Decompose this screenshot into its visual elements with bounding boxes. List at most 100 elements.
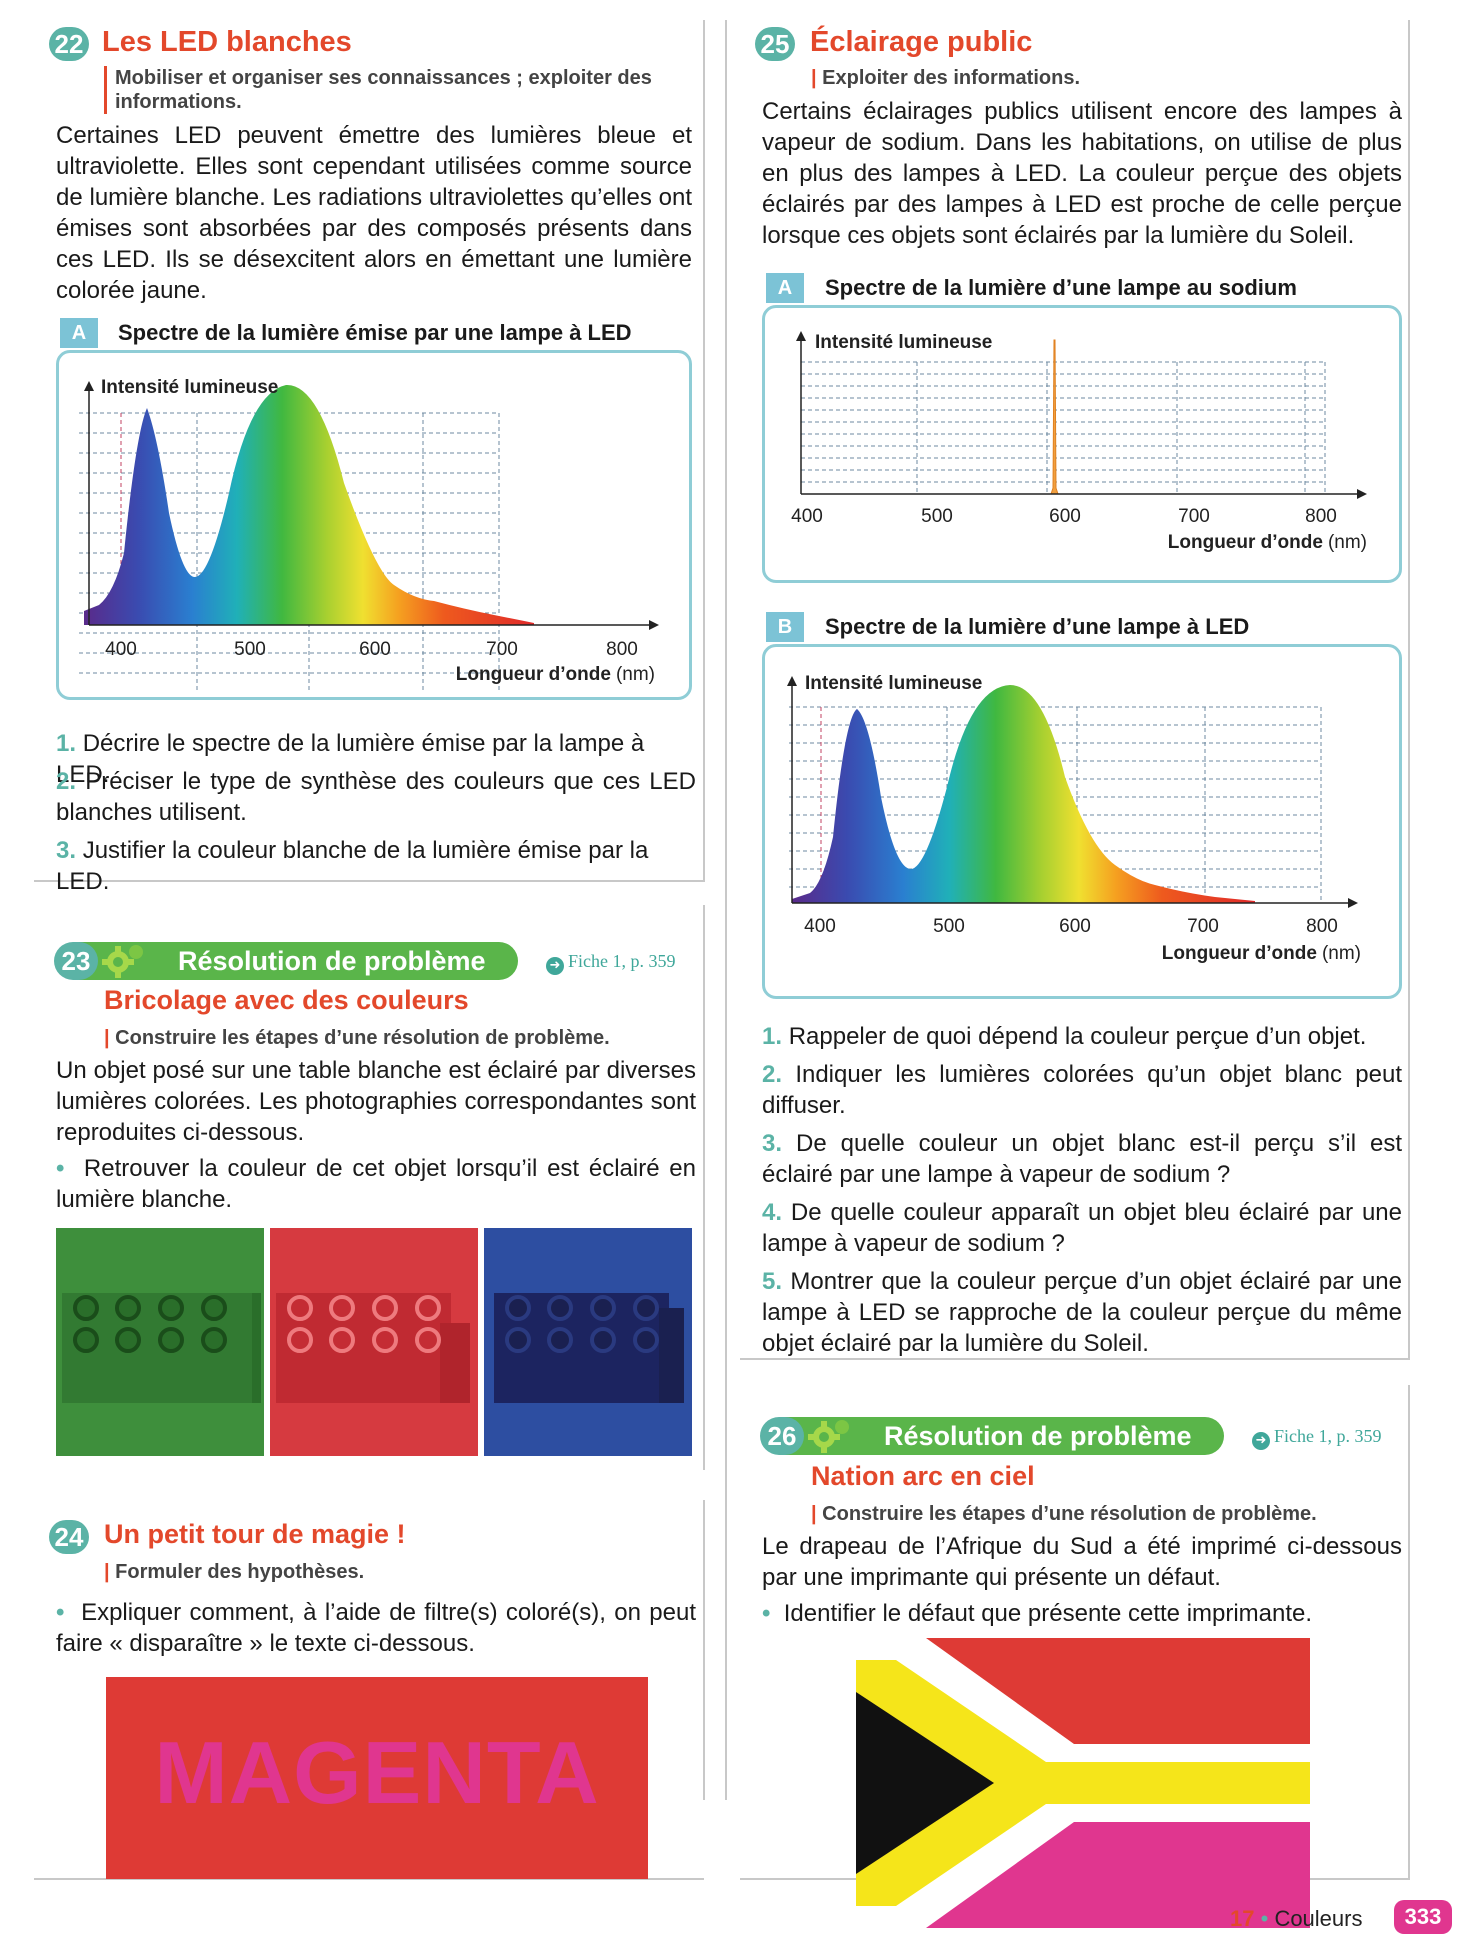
ex26-number: 26 — [760, 1417, 804, 1455]
ex26-fiche-link[interactable]: ➜ Fiche 1, p. 359 — [1252, 1426, 1382, 1450]
ex25-led-y-label: Intensité lumineuse — [805, 673, 982, 694]
ex23-bullet: • Retrouver la couleur de cet objet lors… — [56, 1153, 696, 1215]
ex26-bullet-text: Identifier le défaut que présente cette … — [783, 1600, 1313, 1627]
ex25-q3-text: De quelle couleur un objet blanc est-il … — [762, 1130, 1403, 1188]
ex23-right-rule — [703, 905, 705, 1470]
ex25-q5-num: 5. — [762, 1268, 783, 1295]
ex25-question-4: 4. De quelle couleur apparaît un objet b… — [762, 1197, 1402, 1259]
ex23-skill: | Construire les étapes d’une résolution… — [104, 1027, 610, 1049]
ex22-intro: Certaines LED peuvent émettre des lumièr… — [56, 122, 692, 304]
ex25-sodium-grid — [801, 361, 1326, 492]
ex25-sodium-tick-500: 500 — [921, 506, 953, 527]
column-separator-right-top — [1408, 20, 1410, 1360]
column-separator-left-top — [703, 20, 705, 882]
ex25-led-tick-400: 400 — [804, 916, 836, 937]
ex26-title: Nation arc en ciel — [811, 1461, 1035, 1491]
ex25-question-3: 3. De quelle couleur un objet blanc est-… — [762, 1128, 1402, 1190]
ex26-right-rule — [1408, 1385, 1410, 1880]
ex25-led-x-label: Longueur d’onde (nm) — [1162, 943, 1361, 964]
ex25-bottom-rule — [740, 1358, 1410, 1360]
ex22-spectrum-box: Intensité lumineuse 400 500 600 700 800 … — [56, 350, 692, 700]
ex25-q2-text: Indiquer les lumières colorées qu’un obj… — [762, 1061, 1403, 1119]
ex22-question-1: 1. Décrire le spectre de la lumière émis… — [56, 728, 696, 790]
ex25-led-tick-800: 800 — [1306, 916, 1338, 937]
ex25-docA-label: A — [766, 273, 804, 303]
ex22-tick-600: 600 — [359, 639, 391, 660]
gear-icon — [98, 936, 148, 986]
ex22-number: 22 — [49, 27, 89, 61]
ex25-sodium-x-label: Longueur d’onde (nm) — [1168, 532, 1367, 553]
ex22-y-label: Intensité lumineuse — [101, 377, 278, 398]
ex23-number: 23 — [54, 942, 98, 980]
ex25-sodium-tick-800: 800 — [1305, 506, 1337, 527]
ex25-q4-num: 4. — [762, 1199, 783, 1226]
ex23-fiche-link[interactable]: ➜ Fiche 1, p. 359 — [546, 951, 676, 975]
ex25-q3-num: 3. — [762, 1130, 783, 1157]
ex25-led-tick-700: 700 — [1187, 916, 1219, 937]
ex25-question-2: 2. Indiquer les lumières colorées qu’un … — [762, 1059, 1402, 1121]
ex23-skill-text: Construire les étapes d’une résolution d… — [115, 1027, 610, 1049]
ex24-bottom-rule — [34, 1878, 704, 1880]
ex25-led-spectrum-curve — [792, 685, 1255, 903]
ex25-led-tick-600: 600 — [1059, 916, 1091, 937]
ex22-skill-text: Mobiliser et organiser ses connaissances… — [115, 67, 652, 113]
ex24-right-rule — [703, 1500, 705, 1800]
ex22-question-3: 3. Justifier la couleur blanche de la lu… — [56, 835, 696, 897]
ex24-skill-text: Formuler des hypothèses. — [115, 1561, 365, 1583]
ex25-q1-text: Rappeler de quoi dépend la couleur perçu… — [788, 1023, 1367, 1050]
ex22-q2-text: Préciser le type de synthèse des couleur… — [56, 768, 696, 826]
ex22-q1-num: 1. — [56, 730, 77, 757]
ex23-title: Bricolage avec des couleurs — [104, 985, 469, 1015]
ex25-q4-text: De quelle couleur apparaît un objet bleu… — [762, 1199, 1403, 1257]
ex23-photo-red — [270, 1228, 478, 1456]
ex22-question-2: 2. Préciser le type de synthèse des coul… — [56, 766, 696, 828]
column-separator-middle — [725, 20, 727, 1800]
ex22-x-label-bold: Longueur d’onde — [456, 664, 611, 685]
ex26-flag — [856, 1638, 1310, 1928]
ex25-q1-num: 1. — [762, 1023, 783, 1050]
ex25-docA-title: Spectre de la lumière d’une lampe au sod… — [825, 275, 1297, 300]
ex25-q2-num: 2. — [762, 1061, 783, 1088]
ex24-bullet: • Expliquer comment, à l’aide de filtre(… — [56, 1597, 696, 1659]
ex22-title: Les LED blanches — [102, 26, 352, 58]
ex22-tick-400: 400 — [105, 639, 137, 660]
ex22-tick-500: 500 — [234, 639, 266, 660]
ex24-skill: | Formuler des hypothèses. — [104, 1561, 365, 1583]
ex24-magic-panel: MAGENTA — [106, 1677, 648, 1879]
ex23-bullet-text: Retrouver la couleur de cet objet lorsqu… — [56, 1155, 696, 1213]
ex25-sodium-x-label-unit: (nm) — [1328, 532, 1367, 553]
ex25-sodium-chart: Intensité lumineuse 400 500 600 700 800 … — [791, 331, 1367, 553]
ex23-photo-green — [56, 1228, 264, 1456]
ex25-question-1: 1. Rappeler de quoi dépend la couleur pe… — [762, 1021, 1402, 1052]
ex26-skill-text: Construire les étapes d’une résolution d… — [822, 1503, 1317, 1525]
ex25-q5-text: Montrer que la couleur perçue d’un objet… — [762, 1268, 1403, 1357]
ex25-question-5: 5. Montrer que la couleur perçue d’un ob… — [762, 1266, 1402, 1359]
footer-chapter: 17 — [1230, 1906, 1255, 1931]
ex25-docB-label: B — [766, 612, 804, 642]
ex25-skill-text: Exploiter des informations. — [822, 67, 1080, 89]
ex25-skill: | Exploiter des informations. — [811, 67, 1080, 89]
bullet-icon: • — [56, 1599, 65, 1626]
arrow-right-icon: ➜ — [1252, 1432, 1270, 1450]
ex23-intro: Un objet posé sur une table blanche est … — [56, 1057, 696, 1146]
ex22-spectrum-curve — [84, 384, 534, 625]
ex25-led-x-label-bold: Longueur d’onde — [1162, 943, 1317, 964]
ex25-sodium-box: Intensité lumineuse 400 500 600 700 800 … — [762, 305, 1402, 583]
ex25-docB-title: Spectre de la lumière d’une lampe à LED — [825, 614, 1250, 639]
ex22-bottom-rule — [34, 880, 704, 882]
ex25-number: 25 — [755, 27, 795, 61]
ex22-x-label-unit: (nm) — [616, 664, 655, 685]
ex23-fiche-text: Fiche 1, p. 359 — [568, 951, 676, 971]
footer: 17 • Couleurs — [1230, 1906, 1362, 1932]
ex22-doc-label: A — [60, 318, 98, 348]
ex24-bullet-text: Expliquer comment, à l’aide de filtre(s)… — [56, 1599, 696, 1657]
bullet-icon: • — [56, 1155, 65, 1182]
ex25-sodium-x-label-bold: Longueur d’onde — [1168, 532, 1323, 553]
ex23-photo-blue — [484, 1228, 692, 1456]
ex22-skill: Mobiliser et organiser ses connaissances… — [104, 66, 694, 114]
ex22-q2-num: 2. — [56, 768, 77, 795]
ex25-led-chart: Intensité lumineuse 400 500 600 700 800 … — [787, 673, 1361, 964]
ex24-number: 24 — [49, 1520, 89, 1554]
ex22-x-label: Longueur d’onde (nm) — [456, 664, 655, 685]
ex26-fiche-text: Fiche 1, p. 359 — [1274, 1426, 1382, 1446]
